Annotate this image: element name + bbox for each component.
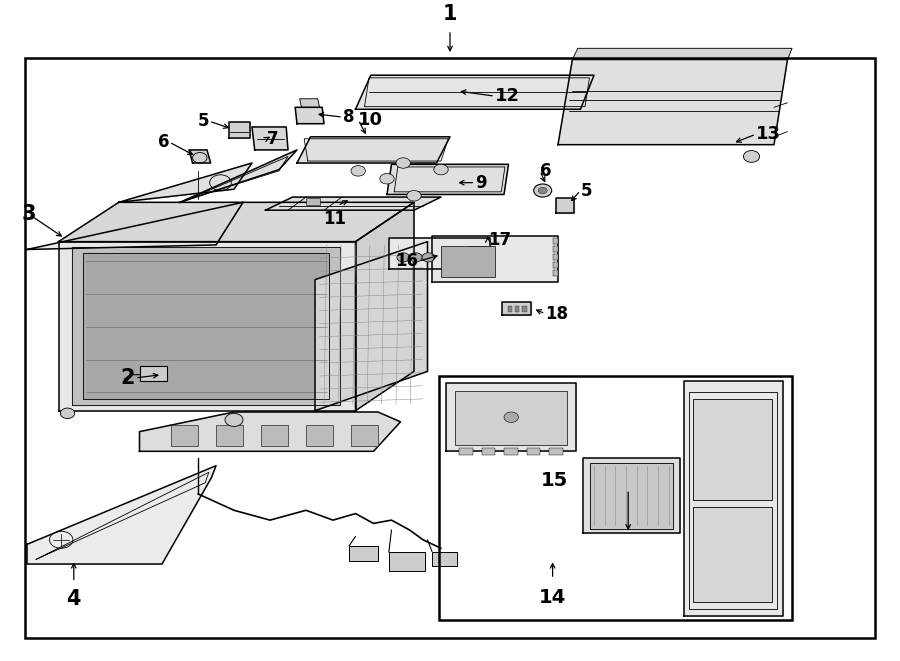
Polygon shape — [684, 381, 783, 617]
Polygon shape — [58, 202, 414, 242]
Circle shape — [538, 187, 547, 194]
Circle shape — [380, 173, 394, 184]
Circle shape — [504, 412, 518, 422]
Circle shape — [396, 158, 410, 169]
Circle shape — [434, 165, 448, 175]
Circle shape — [225, 413, 243, 426]
Bar — [553, 239, 558, 245]
Text: 7: 7 — [266, 130, 278, 148]
Bar — [504, 448, 518, 455]
Text: 3: 3 — [22, 204, 36, 224]
Bar — [468, 246, 486, 265]
Text: 11: 11 — [323, 210, 346, 228]
Text: 1: 1 — [443, 4, 457, 24]
Bar — [389, 552, 425, 570]
Circle shape — [743, 151, 760, 163]
Text: 12: 12 — [495, 87, 520, 105]
Bar — [306, 425, 333, 446]
Circle shape — [422, 253, 435, 262]
Text: 15: 15 — [541, 471, 568, 490]
Polygon shape — [180, 150, 297, 202]
Text: 5: 5 — [197, 112, 209, 130]
Bar — [351, 425, 378, 446]
Polygon shape — [502, 302, 531, 315]
Text: 10: 10 — [358, 111, 383, 129]
Bar — [439, 376, 792, 621]
Bar — [693, 399, 772, 500]
Text: 6: 6 — [158, 133, 169, 151]
Polygon shape — [356, 202, 414, 410]
Text: 6: 6 — [540, 162, 552, 180]
Bar — [553, 254, 558, 260]
Polygon shape — [266, 197, 441, 210]
Polygon shape — [315, 242, 428, 410]
Bar — [482, 448, 495, 455]
Bar — [553, 247, 558, 252]
Polygon shape — [572, 48, 792, 59]
Bar — [693, 507, 772, 602]
Circle shape — [407, 190, 421, 201]
Polygon shape — [72, 247, 340, 405]
Text: 14: 14 — [539, 588, 566, 607]
Bar — [553, 262, 558, 268]
Bar — [216, 425, 243, 446]
Bar — [459, 448, 472, 455]
Circle shape — [410, 253, 422, 262]
Bar — [441, 246, 495, 277]
Bar — [457, 251, 466, 264]
Polygon shape — [295, 107, 324, 124]
Bar — [261, 425, 288, 446]
Polygon shape — [590, 463, 673, 529]
Bar — [508, 306, 512, 313]
Text: 4: 4 — [67, 589, 81, 609]
Bar — [549, 448, 562, 455]
Bar — [432, 551, 457, 566]
Bar — [553, 270, 558, 276]
Polygon shape — [229, 122, 250, 138]
Polygon shape — [119, 163, 252, 202]
Text: 13: 13 — [756, 125, 781, 143]
Polygon shape — [556, 198, 574, 213]
Polygon shape — [356, 75, 594, 109]
Bar — [445, 251, 454, 264]
Circle shape — [60, 408, 75, 418]
Bar — [25, 58, 875, 638]
Text: 18: 18 — [545, 305, 569, 323]
Bar — [306, 198, 320, 205]
Polygon shape — [27, 202, 243, 249]
Text: 9: 9 — [475, 174, 487, 192]
Polygon shape — [27, 466, 216, 564]
Polygon shape — [446, 383, 576, 451]
Bar — [515, 306, 519, 313]
Bar — [454, 391, 567, 445]
Bar — [688, 393, 777, 609]
Polygon shape — [252, 127, 288, 150]
Circle shape — [534, 184, 552, 197]
Text: 2: 2 — [121, 368, 135, 388]
Polygon shape — [58, 242, 356, 410]
Text: 5: 5 — [580, 182, 592, 200]
Text: 16: 16 — [395, 253, 419, 270]
Bar — [522, 306, 526, 313]
Polygon shape — [83, 253, 329, 399]
Bar — [171, 425, 198, 446]
Bar — [526, 448, 540, 455]
Polygon shape — [387, 165, 508, 194]
Bar — [140, 366, 166, 381]
Polygon shape — [189, 150, 211, 163]
Polygon shape — [432, 237, 558, 282]
Polygon shape — [300, 98, 319, 107]
Polygon shape — [140, 412, 401, 451]
Circle shape — [397, 253, 410, 262]
Polygon shape — [558, 59, 788, 145]
Polygon shape — [297, 137, 450, 163]
Circle shape — [351, 166, 365, 176]
Text: 17: 17 — [488, 231, 511, 249]
Polygon shape — [583, 458, 680, 533]
Polygon shape — [389, 239, 490, 269]
Bar — [349, 546, 378, 561]
Text: 8: 8 — [343, 108, 355, 126]
